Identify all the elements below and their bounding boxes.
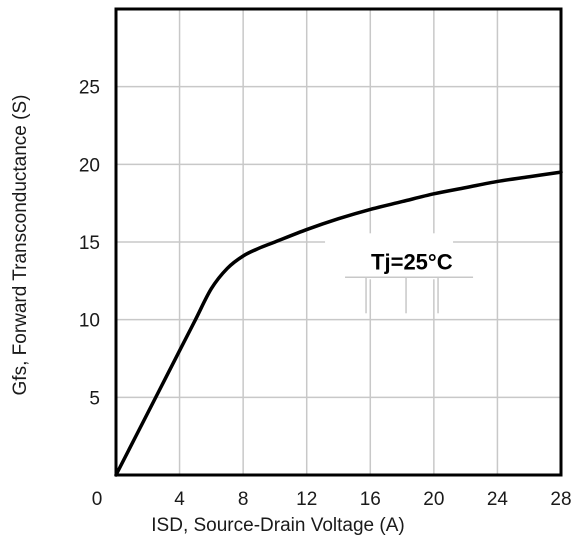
- plot-frame: [114, 7, 563, 477]
- y-tick-label-5: 5: [89, 388, 100, 409]
- x-tick-label-24: 24: [487, 489, 509, 510]
- x-tick-label-20: 20: [423, 489, 444, 510]
- y-axis-ticks: 5 10 15 20 25: [79, 78, 100, 410]
- y-tick-label-20: 20: [79, 155, 100, 176]
- x-axis-title: ISD, Source-Drain Voltage (A): [151, 515, 404, 536]
- x-tick-label-28: 28: [550, 489, 571, 510]
- x-tick-label-16: 16: [360, 489, 381, 510]
- x-tick-label-4: 4: [174, 489, 185, 510]
- x-tick-label-8: 8: [238, 489, 249, 510]
- grid: [116, 9, 561, 475]
- series-group: [114, 170, 563, 477]
- annotation-backdrop: [325, 233, 454, 280]
- x-tick-label-12: 12: [296, 489, 317, 510]
- annotation-group: Tj=25°C: [325, 233, 474, 314]
- annotation-label: Tj=25°C: [371, 249, 453, 274]
- y-axis-title: Gfs, Forward Transconductance (S): [10, 95, 31, 396]
- y-tick-label-15: 15: [79, 233, 100, 254]
- y-tick-label-25: 25: [79, 78, 100, 99]
- series-line-0: [114, 170, 563, 477]
- y-tick-label-10: 10: [79, 311, 100, 332]
- x-tick-label-0: 0: [92, 489, 103, 510]
- x-axis-ticks: 0 4 8 12 16 20 24 28: [92, 489, 572, 510]
